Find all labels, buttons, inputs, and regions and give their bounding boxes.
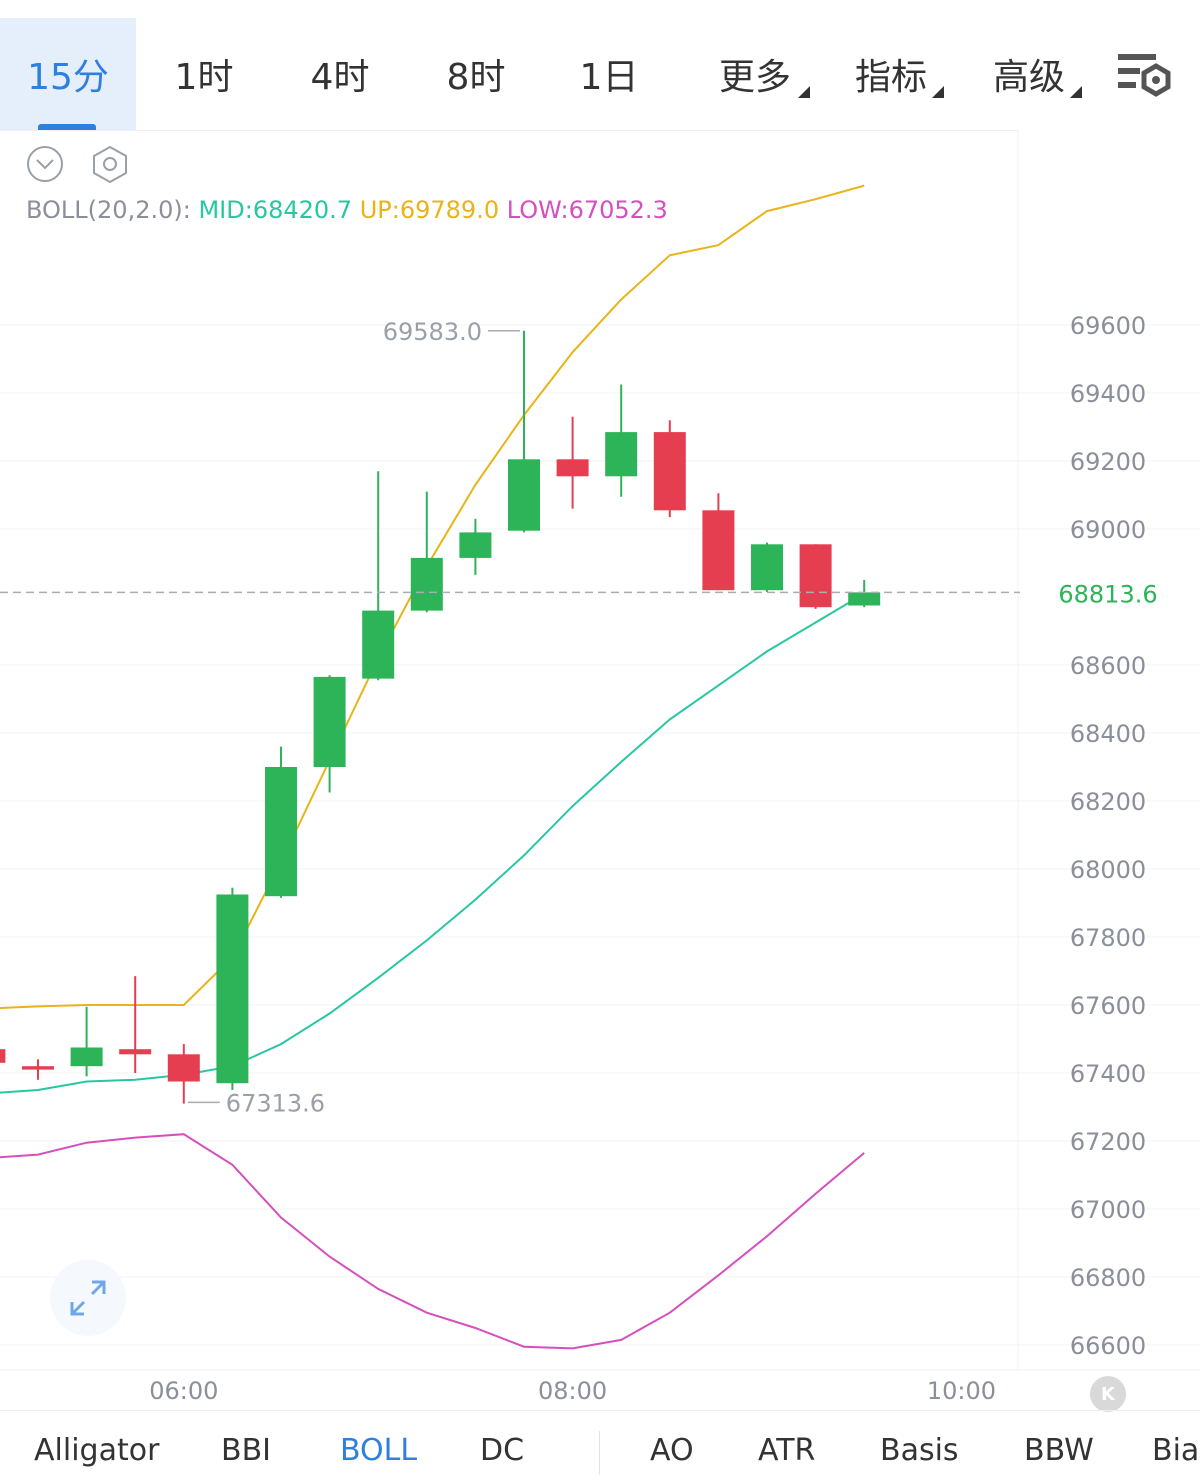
last-price-label: 68813.6	[1058, 580, 1157, 608]
candle-body	[605, 432, 638, 477]
tab-atr[interactable]: ATR	[758, 1433, 816, 1468]
price-tick-label: 69000	[1070, 516, 1146, 544]
dropdown-corner-icon	[932, 86, 944, 98]
boll-legend: BOLL(20,2.0): MID:68420.7 UP:69789.0 LOW…	[26, 196, 668, 224]
price-tick-label: 68000	[1070, 856, 1146, 884]
tab-label: 8时	[446, 57, 506, 98]
price-tick-label: 66600	[1070, 1332, 1146, 1360]
price-tick-label: 69200	[1070, 448, 1146, 476]
tab-8h[interactable]: 8时	[408, 18, 544, 130]
boll-legend-name: BOLL(20,2.0):	[26, 196, 191, 224]
tab-bbw[interactable]: BBW	[1024, 1433, 1094, 1468]
tab-15m[interactable]: 15分	[0, 18, 136, 130]
menu-label: 高级	[992, 57, 1065, 98]
candle-body	[508, 459, 540, 531]
scroll-latest-icon: K	[1101, 1383, 1115, 1405]
dropdown-corner-icon	[1070, 86, 1082, 98]
candle-body	[216, 894, 249, 1084]
tab-boll[interactable]: BOLL	[340, 1433, 418, 1468]
candle-body	[313, 676, 346, 767]
scroll-to-latest-button[interactable]: K	[1090, 1376, 1126, 1412]
low-price-label: 67313.6	[226, 1089, 325, 1117]
boll-mid-value: MID:68420.7	[198, 196, 353, 224]
time-tick-label: 10:00	[927, 1377, 996, 1405]
menu-label: 指标	[854, 57, 927, 98]
price-tick-label: 67600	[1070, 992, 1146, 1020]
high-price-label: 69583.0	[383, 318, 482, 346]
price-tick-label: 68600	[1070, 652, 1146, 680]
tab-label: 1时	[174, 57, 234, 98]
dropdown-corner-icon	[798, 86, 810, 98]
price-tick-label: 66800	[1070, 1264, 1146, 1292]
tab-bias[interactable]: Bias	[1152, 1433, 1200, 1468]
time-tick-label: 08:00	[538, 1377, 607, 1405]
tab-label: 15分	[27, 57, 109, 98]
time-tick-label: 06:00	[149, 1377, 218, 1405]
tab-alligator[interactable]: Alligator	[34, 1433, 160, 1468]
tab-dc[interactable]: DC	[480, 1433, 525, 1468]
tab-4h[interactable]: 4时	[272, 18, 408, 130]
expand-arrows-icon	[70, 1280, 106, 1316]
boll-mid-line	[0, 592, 865, 1094]
price-tick-label: 68400	[1070, 720, 1146, 748]
collapse-chevron-icon[interactable]	[26, 145, 63, 182]
boll-up-value: UP:69789.0	[359, 196, 500, 224]
menu-label: 更多	[718, 57, 791, 98]
tab-bbi[interactable]: BBI	[221, 1433, 272, 1468]
candle-body	[653, 432, 686, 511]
indicator-menu[interactable]: 指标	[838, 18, 944, 130]
price-tick-label: 67800	[1070, 924, 1146, 952]
tab-divider	[599, 1431, 600, 1475]
candle-body	[265, 767, 297, 897]
chart-settings-icon[interactable]	[1114, 50, 1174, 100]
candle-body	[362, 610, 395, 679]
candle-body	[70, 1047, 103, 1067]
candle-body	[119, 1049, 152, 1055]
price-tick-label: 68200	[1070, 788, 1146, 816]
last-price-badge	[1020, 570, 1200, 615]
boll-low-value: LOW:67052.3	[506, 196, 668, 224]
boll-lower-line	[0, 1133, 865, 1350]
candle-body	[751, 544, 783, 591]
candle-body	[410, 557, 443, 611]
tab-label: 4时	[310, 57, 370, 98]
more-menu[interactable]: 更多	[700, 18, 810, 130]
candle-body	[459, 532, 492, 558]
timeframe-bar: 15分 1时 4时 8时 1日 更多 指标 高级	[0, 0, 1200, 131]
candle-body	[799, 544, 832, 608]
price-axis-background	[1018, 130, 1200, 1410]
indicator-tab-bar: Alligator BBI BOLL DC AO ATR Basis BBW B…	[0, 1410, 1200, 1484]
indicator-settings-icon[interactable]	[90, 145, 127, 184]
price-tick-label: 67000	[1070, 1196, 1146, 1224]
fullscreen-expand-button[interactable]	[50, 1260, 126, 1336]
price-tick-label: 67400	[1070, 1060, 1146, 1088]
candle-body	[22, 1066, 54, 1070]
advanced-menu[interactable]: 高级	[976, 18, 1082, 130]
tab-1h[interactable]: 1时	[136, 18, 272, 130]
price-tick-label: 69400	[1070, 380, 1146, 408]
tab-basis[interactable]: Basis	[880, 1433, 959, 1468]
price-tick-label: 69600	[1070, 312, 1146, 340]
price-tick-label: 67200	[1070, 1128, 1146, 1156]
tab-1d[interactable]: 1日	[544, 18, 674, 130]
candle-body	[848, 592, 881, 606]
tab-ao[interactable]: AO	[650, 1433, 694, 1468]
candle-body	[702, 510, 735, 591]
candle-body	[167, 1054, 200, 1082]
candle-body	[0, 1049, 6, 1063]
boll-upper-line	[0, 184, 865, 1009]
candle-body	[556, 459, 589, 477]
tab-label: 1日	[579, 57, 639, 98]
